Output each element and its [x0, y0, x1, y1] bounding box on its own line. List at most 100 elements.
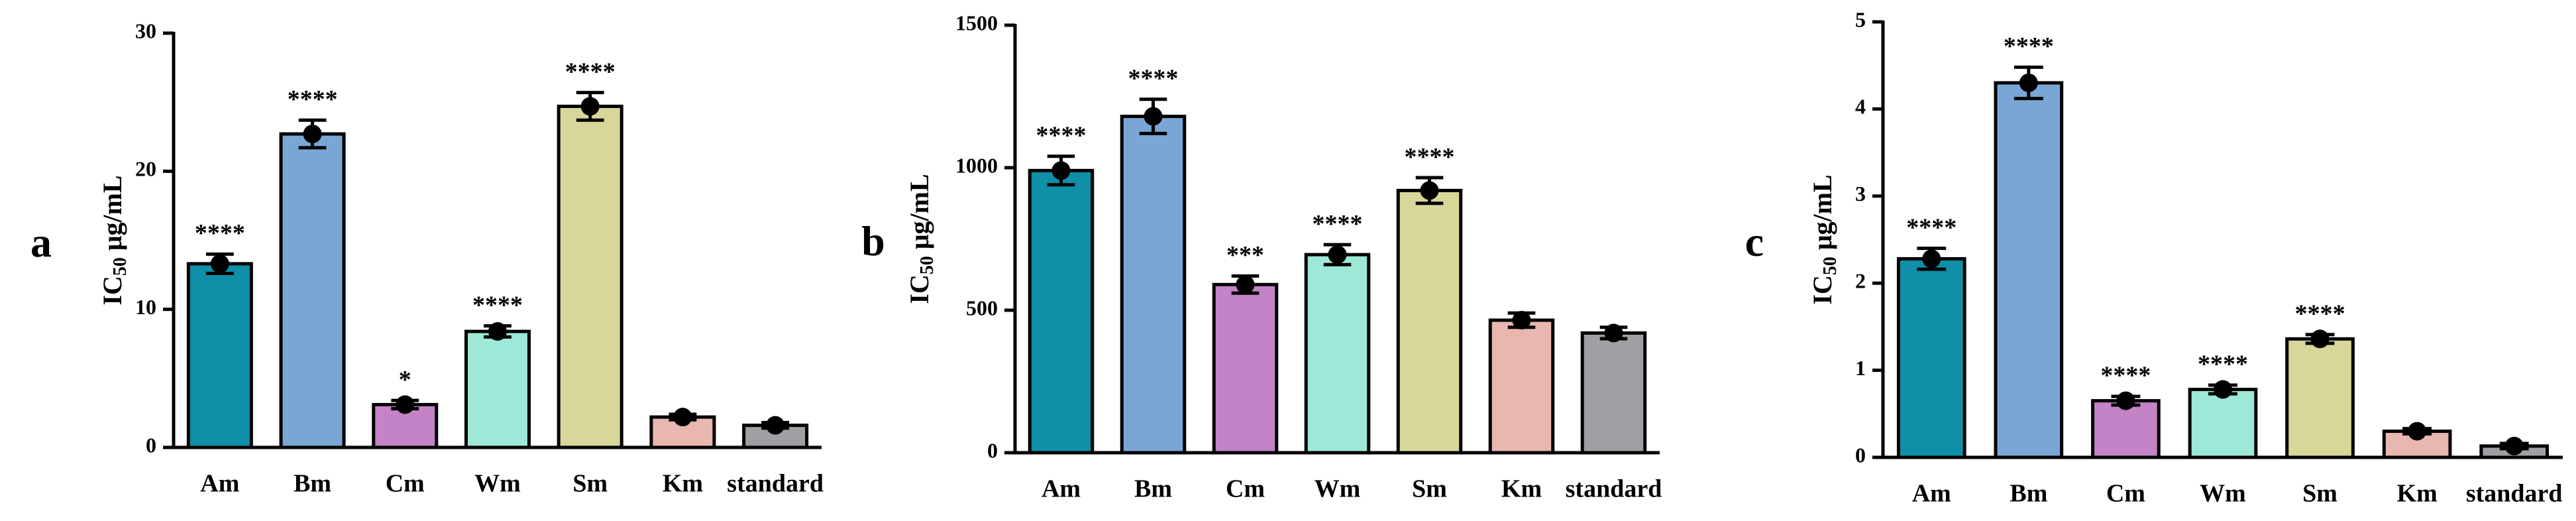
significance: ***	[1226, 241, 1264, 269]
y-label-main: IC	[904, 274, 934, 304]
significance: ****	[1313, 210, 1363, 238]
mean-dot	[1922, 249, 1941, 268]
mean-dot	[1051, 161, 1071, 180]
y-axis-label: IC50 μg/mL	[1807, 174, 1841, 304]
y-tick-label: 3	[1855, 182, 1866, 205]
x-tick-label: Wm	[474, 470, 521, 498]
bar	[186, 262, 253, 449]
mean-dot	[2019, 73, 2038, 92]
y-label-space	[1807, 250, 1837, 257]
mean-dot	[303, 125, 322, 144]
bar	[1488, 318, 1555, 455]
bar	[1304, 253, 1371, 455]
y-label-unit: μg/mL	[904, 174, 934, 249]
bar	[2188, 388, 2258, 459]
bar	[1580, 331, 1647, 455]
x-tick-label: Bm	[294, 470, 331, 498]
y-tick-label: 500	[966, 296, 998, 319]
y-tick-label: 10	[135, 295, 156, 319]
x-tick-label: standard	[727, 470, 824, 498]
bar	[1212, 282, 1279, 455]
mean-dot	[1236, 275, 1255, 294]
y-label-sub: 50	[917, 256, 938, 274]
mean-dot	[488, 322, 507, 341]
x-tick-label: Am	[1912, 480, 1951, 508]
mean-dot	[210, 254, 229, 273]
panel-label: c	[1745, 218, 1764, 265]
bar	[557, 104, 623, 449]
significance: ****	[2295, 300, 2345, 327]
y-label-main: IC	[1807, 275, 1837, 304]
y-tick-label: 0	[1855, 443, 1866, 467]
mean-dot	[1604, 323, 1623, 343]
significance: ****	[565, 58, 616, 86]
y-tick-label: 5	[1855, 7, 1866, 31]
y-label-space	[904, 249, 934, 256]
x-tick-label: Bm	[2010, 480, 2047, 508]
significance: ****	[288, 86, 338, 113]
x-tick-label: Cm	[386, 470, 425, 498]
x-tick-label: Am	[1042, 475, 1081, 503]
x-tick-label: Wm	[1315, 475, 1361, 503]
mean-dot	[1144, 107, 1163, 126]
bar	[1994, 81, 2064, 459]
y-axis-label: IC50 μg/mL	[97, 175, 131, 305]
x-tick-label: Km	[1501, 475, 1542, 503]
significance: ****	[472, 291, 523, 319]
significance: ****	[2198, 351, 2248, 378]
y-tick-label: 4	[1855, 95, 1866, 119]
mean-dot	[2504, 436, 2524, 455]
mean-dot	[2310, 329, 2330, 349]
significance: *	[399, 366, 411, 394]
significance: ****	[2100, 362, 2151, 390]
mean-dot	[673, 408, 692, 427]
y-tick-label: 1000	[955, 153, 998, 177]
mean-dot	[1328, 245, 1347, 264]
bar	[1396, 188, 1463, 455]
x-tick-label: standard	[2466, 480, 2563, 508]
y-label-unit: μg/mL	[97, 175, 127, 251]
significance: ****	[1128, 65, 1179, 93]
x-tick-label: Sm	[572, 470, 608, 498]
mean-dot	[2408, 422, 2427, 441]
significance: ****	[1405, 143, 1455, 171]
mean-dot	[1512, 311, 1531, 330]
bar	[2285, 337, 2355, 459]
significance: ****	[195, 219, 245, 247]
x-tick-label: Km	[2397, 480, 2438, 508]
y-label-sub: 50	[110, 257, 131, 276]
y-label-space	[97, 251, 127, 257]
y-axis-label: IC50 μg/mL	[904, 174, 938, 304]
panel-label: a	[30, 219, 52, 266]
y-tick-label: 2	[1855, 269, 1866, 293]
significance: ****	[2004, 32, 2054, 60]
significance: ****	[1036, 122, 1087, 150]
x-tick-label: Sm	[1412, 475, 1447, 503]
y-tick-label: 0	[146, 433, 156, 457]
x-tick-label: Cm	[1226, 475, 1265, 503]
bar	[1120, 115, 1187, 455]
bar	[1028, 168, 1095, 455]
mean-dot	[2116, 391, 2135, 410]
x-tick-label: Sm	[2302, 480, 2337, 508]
bar	[279, 132, 346, 449]
panel-label: b	[861, 217, 885, 264]
y-label-main: IC	[97, 276, 127, 305]
x-tick-label: Km	[663, 470, 703, 498]
mean-dot	[580, 97, 600, 116]
x-tick-label: Bm	[1134, 475, 1172, 503]
x-tick-label: standard	[1566, 475, 1662, 503]
mean-dot	[1420, 181, 1439, 200]
mean-dot	[766, 416, 785, 435]
y-tick-label: 20	[135, 157, 156, 181]
x-tick-label: Am	[200, 470, 239, 498]
y-tick-label: 30	[135, 19, 156, 42]
mean-dot	[396, 395, 415, 414]
y-label-sub: 50	[1820, 257, 1841, 275]
bar	[1896, 257, 1966, 459]
y-label-unit: μg/mL	[1807, 174, 1837, 250]
y-tick-label: 0	[987, 438, 998, 462]
x-tick-label: Wm	[2200, 480, 2246, 508]
